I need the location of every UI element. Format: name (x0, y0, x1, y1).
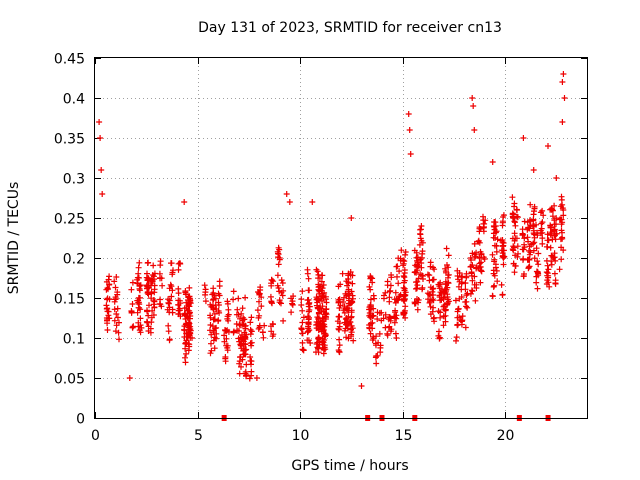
x-axis-label: GPS time / hours (291, 458, 408, 474)
scatter-points (96, 71, 568, 389)
y-tick-label: 0.2 (63, 252, 85, 268)
chart-title: Day 131 of 2023, SRMTID for receiver cn1… (198, 20, 502, 36)
x-tick-label: 20 (497, 428, 515, 444)
x-tick-label: 15 (395, 428, 413, 444)
y-tick-label: 0.3 (63, 172, 85, 188)
x-tick-label: 5 (194, 428, 203, 444)
axis-ticks: 0 0.05 0.1 0.15 0.2 0.25 0.3 0.35 0.4 0.45 0 5 10 15 2… (54, 52, 587, 444)
y-tick-label: 0.25 (54, 212, 85, 228)
y-axis-label: SRMTID / TECUs (6, 182, 22, 295)
y-tick-label: 0.05 (54, 372, 85, 388)
y-tick-label: 0.35 (54, 132, 85, 148)
y-tick-label: 0.45 (54, 52, 85, 68)
grid (95, 58, 587, 418)
plot-frame (94, 57, 588, 419)
y-tick-label: 0.15 (54, 292, 85, 308)
x-tick-label: 0 (91, 428, 100, 444)
y-tick-label: 0 (76, 412, 85, 428)
y-tick-label: 0.1 (63, 332, 85, 348)
data-points (96, 71, 568, 389)
x-tick-label: 10 (292, 428, 310, 444)
y-tick-label: 0.4 (63, 92, 85, 108)
